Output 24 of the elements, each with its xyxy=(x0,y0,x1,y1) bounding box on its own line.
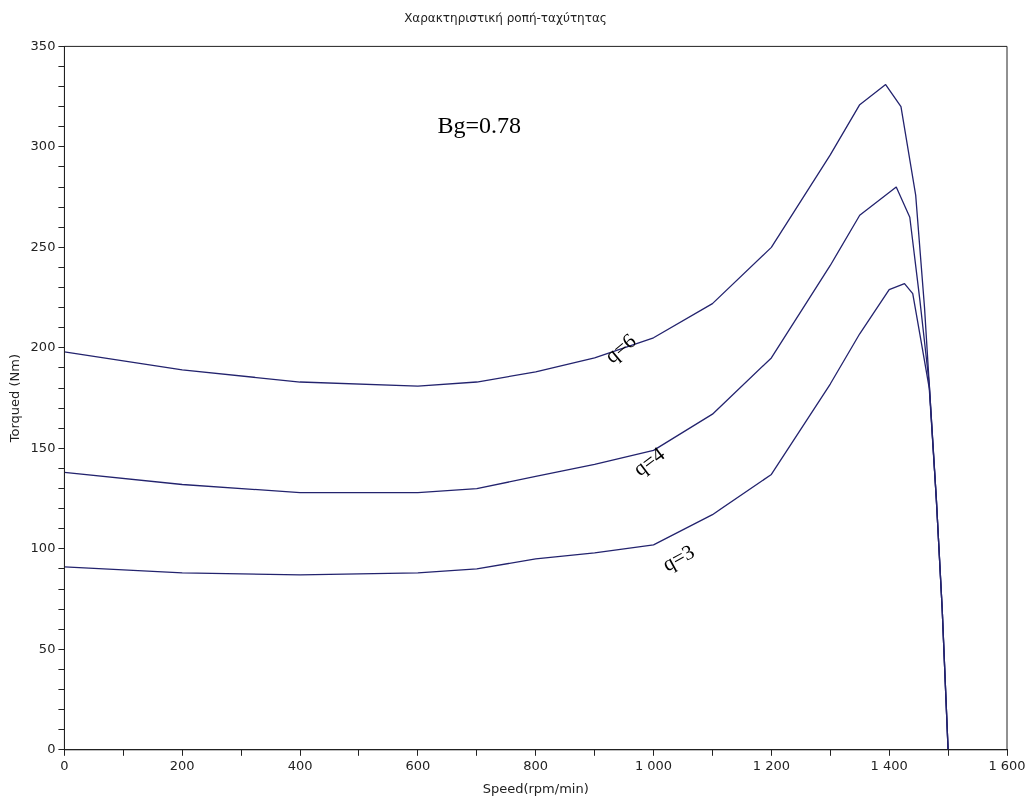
y-tick-label: 150 xyxy=(30,439,56,455)
chart-title: Χαρακτηριστική ροπή-ταχύτητας xyxy=(404,11,607,26)
x-tick-label: 1 600 xyxy=(988,757,1026,773)
text: q=6 xyxy=(599,328,641,368)
y-tick-label: 100 xyxy=(30,540,56,556)
text: q=4 xyxy=(628,441,670,481)
text: q=3 xyxy=(658,539,699,577)
annotation: Bg=0.78 xyxy=(437,111,521,138)
x-axis-title: Speed(rpm/min) xyxy=(482,780,589,796)
x-tick-label: 200 xyxy=(169,757,195,773)
x-tick-label: 1 400 xyxy=(870,757,908,773)
y-tick-label: 300 xyxy=(30,138,56,154)
y-tick-label: 200 xyxy=(30,339,56,355)
x-tick-label: 800 xyxy=(523,757,549,773)
y-axis-title: Torqued (Nm) xyxy=(7,353,23,444)
x-tick-label: 0 xyxy=(60,757,69,773)
y-tick-label: 350 xyxy=(30,37,56,53)
y-tick-label: 0 xyxy=(47,741,56,757)
x-tick-label: 400 xyxy=(287,757,313,773)
y-tick-label: 50 xyxy=(38,640,56,656)
x-tick-label: 1 000 xyxy=(634,757,673,773)
x-tick-label: 600 xyxy=(405,757,431,773)
y-tick-label: 250 xyxy=(30,238,56,254)
x-tick-label: 1 200 xyxy=(752,757,790,773)
